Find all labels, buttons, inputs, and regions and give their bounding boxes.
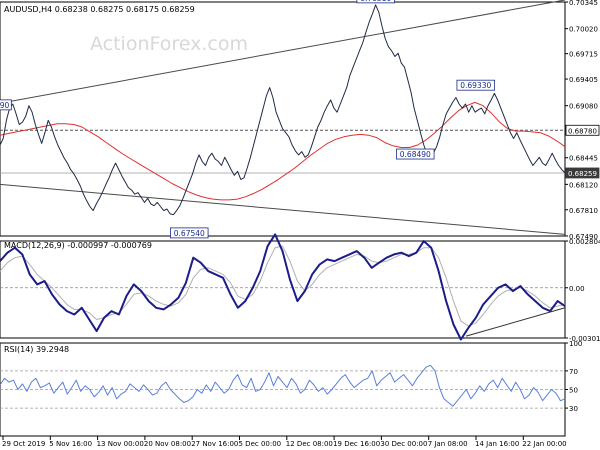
x-tick-label: 27 Nov 16:00 bbox=[191, 440, 238, 448]
reference-price-label: 0.68780 bbox=[568, 127, 597, 135]
annotation-box bbox=[170, 227, 209, 239]
price-y-tick-label: 0.69080 bbox=[569, 103, 598, 111]
price-y-tick-label: 0.69715 bbox=[569, 51, 598, 59]
x-tick-label: 20 Nov 08:00 bbox=[144, 440, 191, 448]
x-tick-label: 30 Dec 00:00 bbox=[380, 440, 427, 448]
main-title: AUDUSD,H4 0.68238 0.68275 0.68175 0.6825… bbox=[4, 5, 195, 14]
reference-price-label-box bbox=[565, 124, 600, 136]
annotation-box bbox=[456, 79, 495, 91]
price-panel: ActionForex.com bbox=[90, 33, 248, 55]
annotation-label: 0.67540 bbox=[174, 229, 205, 238]
x-tick-label: 7 Jan 08:00 bbox=[428, 440, 468, 448]
moving-average-line bbox=[0, 101, 566, 201]
rsi-y-tick-label: 100 bbox=[569, 340, 582, 348]
macd-trendline bbox=[465, 307, 566, 337]
price-y-tick-label: 0.67810 bbox=[569, 207, 598, 215]
x-tick-label: 12 Dec 08:00 bbox=[286, 440, 333, 448]
annotation-box bbox=[356, 0, 395, 4]
x-tick-label: 5 Nov 16:00 bbox=[49, 440, 92, 448]
annotation-box bbox=[396, 148, 435, 160]
macd-y-tick-label: -0.003012 bbox=[569, 335, 600, 343]
rsi-y-tick-label: 30 bbox=[569, 405, 578, 413]
annotation-label: 0.68490 bbox=[400, 150, 431, 159]
price-y-tick-label: 0.70345 bbox=[569, 0, 598, 7]
annotation-label: 0.70310 bbox=[360, 0, 391, 3]
current-price-label-box bbox=[565, 167, 600, 179]
price-y-tick-label: 0.70020 bbox=[569, 26, 598, 34]
rsi-title: RSI(14) 39.2948 bbox=[4, 345, 69, 354]
price-panel-frame bbox=[0, 1, 566, 237]
price-line bbox=[0, 4, 566, 216]
macd-title: MACD(12,26,9) -0.000997 -0.000769 bbox=[4, 241, 152, 250]
price-y-tick-label: 0.68445 bbox=[569, 155, 598, 163]
x-tick-label: 5 Dec 00:00 bbox=[239, 440, 282, 448]
annotation-label: 0.69330 bbox=[460, 81, 491, 90]
current-price-label: 0.68259 bbox=[568, 170, 597, 178]
x-tick-label: 22 Jan 00:00 bbox=[522, 440, 566, 448]
annotation-label: 90 bbox=[0, 101, 10, 110]
watermark: ActionForex.com bbox=[90, 33, 248, 55]
price-y-tick-label: 0.69405 bbox=[569, 76, 598, 84]
x-tick-label: 29 Oct 2019 bbox=[2, 440, 45, 448]
x-tick-label: 19 Dec 16:00 bbox=[333, 440, 380, 448]
rsi-line bbox=[0, 364, 566, 407]
rsi-y-tick-label: 50 bbox=[569, 387, 578, 395]
macd-panel-frame bbox=[0, 240, 566, 339]
macd-line bbox=[0, 233, 566, 341]
rsi-y-tick-label: 70 bbox=[569, 368, 578, 376]
annotation-box bbox=[0, 99, 12, 111]
channel-lower-line bbox=[0, 183, 566, 235]
x-tick-label: 14 Jan 16:00 bbox=[475, 440, 519, 448]
channel-upper-line bbox=[0, 0, 566, 104]
macd-y-tick-label: 0.002804 bbox=[569, 238, 600, 246]
x-tick-label: 13 Nov 00:00 bbox=[97, 440, 144, 448]
macd-y-tick-label: 0.00 bbox=[569, 285, 585, 293]
price-y-tick-label: 0.67490 bbox=[569, 233, 598, 241]
price-y-tick-label: 0.68120 bbox=[569, 181, 598, 189]
